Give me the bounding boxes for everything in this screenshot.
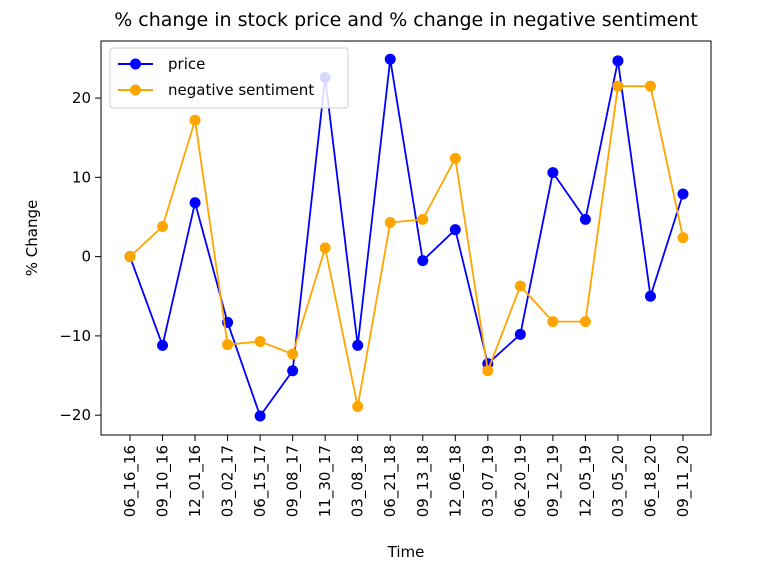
point-price [254,410,266,422]
x-tick-label: 06_21_18 [381,445,400,517]
point-price [287,365,299,377]
point-price [157,339,169,351]
legend-label-negative-sentiment: negative sentiment [168,81,314,99]
x-tick-label: 09_13_18 [414,445,433,517]
point-negative-sentiment [352,400,364,412]
x-tick-label: 03_02_17 [219,445,238,517]
point-negative-sentiment [222,339,234,351]
x-tick-label: 06_18_20 [641,445,660,517]
point-price [417,255,429,267]
point-price [352,339,364,351]
x-tick-label: 06_15_17 [251,445,270,517]
y-axis: −20 −10 0 10 20 [59,89,101,424]
x-tick-label: 06_20_19 [511,445,530,517]
y-tick-label: 10 [72,168,91,186]
point-negative-sentiment [384,217,396,229]
point-negative-sentiment [677,232,689,244]
x-tick-label: 09_08_17 [284,445,303,517]
point-negative-sentiment [124,251,136,263]
x-axis-label: Time [387,543,425,561]
point-price [189,197,201,209]
point-price [514,328,526,340]
chart-title: % change in stock price and % change in … [114,9,698,31]
y-axis-label: % Change [23,200,41,276]
point-negative-sentiment [254,335,266,347]
x-axis: 06_16_16 09_10_16 12_01_16 03_02_17 06_15_17… [121,435,693,517]
x-tick-label: 12_05_19 [576,445,595,517]
point-negative-sentiment [449,152,461,164]
y-tick-label: 0 [81,248,91,266]
y-tick-label: −20 [59,406,91,424]
point-negative-sentiment [189,114,201,126]
point-negative-sentiment [644,80,656,92]
x-tick-label: 12_01_16 [186,445,205,517]
point-price [547,167,559,179]
point-price [449,224,461,236]
legend-marker-negative-sentiment [130,84,141,96]
point-negative-sentiment [319,242,331,254]
x-tick-label: 06_16_16 [121,445,140,517]
x-tick-label: 09_12_19 [544,445,563,517]
legend-label-price: price [168,55,205,73]
series-line-negative-sentiment [129,85,684,408]
x-tick-label: 03_07_19 [479,445,498,517]
point-negative-sentiment [287,348,299,360]
x-tick-label: 09_11_20 [674,445,693,517]
x-tick-label: 03_05_20 [609,445,628,517]
legend-marker-price [130,58,141,70]
legend-box [109,47,349,109]
point-price [612,55,624,67]
x-tick-label: 03_08_18 [349,445,368,517]
point-negative-sentiment [612,80,624,92]
point-negative-sentiment [579,316,591,328]
point-price [644,290,656,302]
point-negative-sentiment [417,213,429,225]
point-negative-sentiment [547,316,559,328]
x-tick-label: 11_30_17 [316,445,335,517]
y-tick-label: 20 [72,89,91,107]
point-negative-sentiment [157,221,169,233]
point-price [677,188,689,200]
point-price [579,213,591,225]
point-negative-sentiment [514,280,526,292]
point-negative-sentiment [482,365,494,377]
plot-area [100,40,712,436]
x-tick-label: 12_06_18 [446,445,465,517]
legend: price negative sentiment [109,47,349,109]
series-layer [124,53,689,422]
point-price [384,53,396,65]
x-tick-label: 09_10_16 [154,445,173,517]
y-tick-label: −10 [59,327,91,345]
